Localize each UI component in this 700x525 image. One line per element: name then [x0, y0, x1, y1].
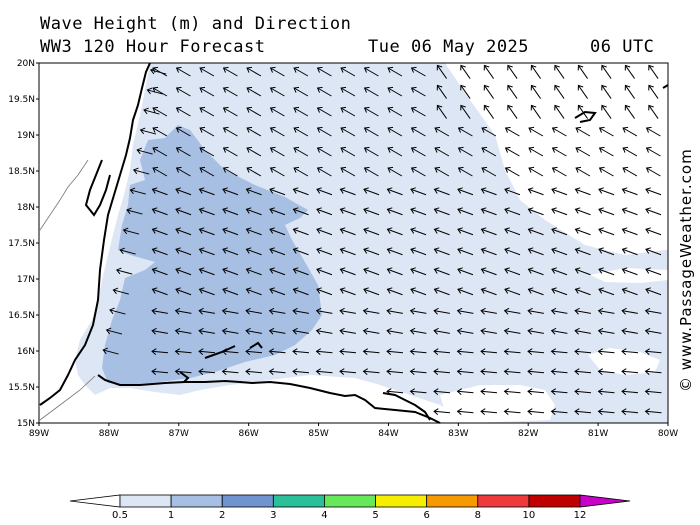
longitude-label: 84W: [378, 429, 398, 439]
colorbar-segment: [477, 494, 530, 508]
forecast-date: Tue 06 May 2025: [368, 37, 530, 57]
longitude-label: 82W: [518, 429, 538, 439]
longitude-labels: 89W 88W 87W 86W 85W 84W 83W 82W 81W 80W: [29, 429, 678, 439]
colorbar-label: 8: [475, 510, 481, 521]
latitude-label: 16N: [17, 347, 35, 357]
colorbar-label: 2: [219, 510, 225, 521]
colorbar-label: 6: [423, 510, 429, 521]
colorbar-segment: [170, 494, 223, 508]
latitude-label: 20N: [17, 59, 35, 69]
border-lines: [39, 159, 96, 421]
wave-zone-medium: [102, 125, 322, 385]
calm-sea-gap: [588, 348, 660, 375]
latitude-label: 19N: [17, 131, 35, 141]
colorbar-min-arrow: [69, 494, 121, 508]
colorbar-label: 4: [321, 510, 327, 521]
latitude-label: 17.5N: [8, 239, 35, 249]
colorbar-label: 10: [523, 510, 536, 521]
longitude-label: 81W: [588, 429, 608, 439]
colorbar-segment: [426, 494, 479, 508]
coastline: [39, 62, 441, 424]
latitude-label: 19.5N: [8, 95, 35, 105]
colorbar-segment: [528, 494, 581, 508]
latitude-label: 18.5N: [8, 167, 35, 177]
latitude-label: 17N: [17, 275, 35, 285]
longitude-label: 85W: [308, 429, 328, 439]
colorbar-label: 3: [270, 510, 276, 521]
longitude-label: 89W: [29, 429, 49, 439]
colorbar-max-arrow: [579, 494, 631, 508]
colorbar-segment: [375, 494, 428, 508]
colorbar-segment: [119, 494, 172, 508]
latitude-label: 18N: [17, 203, 35, 213]
colorbar-segment: [324, 494, 376, 508]
forecast-time: 06 UTC: [590, 37, 655, 57]
calm-sea-gap: [440, 385, 555, 423]
islands: [179, 84, 669, 383]
latitude-label: 16.5N: [8, 311, 35, 321]
colorbar-label: 5: [372, 510, 378, 521]
colorbar-label: 1: [168, 510, 174, 521]
longitude-label: 88W: [99, 429, 119, 439]
colorbar: 0.5 1 2 3 4 5 6 8 10 12: [69, 494, 631, 521]
longitude-label: 83W: [448, 429, 468, 439]
longitude-label: 87W: [169, 429, 189, 439]
forecast-model-label: WW3 120 Hour Forecast: [40, 37, 266, 57]
latitude-label: 15.5N: [8, 383, 35, 393]
longitude-label: 86W: [238, 429, 258, 439]
copyright-text: © www.PassageWeather.com: [677, 148, 695, 392]
latitude-labels: 20N 19.5N 19N 18.5N 18N 17.5N 17N 16.5N 16N 15.5N…: [8, 59, 35, 429]
colorbar-segment: [272, 494, 325, 508]
latitude-label: 15N: [17, 419, 35, 429]
colorbar-segment: [221, 494, 274, 508]
map-title: Wave Height (m) and Direction: [40, 14, 352, 34]
longitude-label: 80W: [658, 429, 678, 439]
colorbar-label: 12: [574, 510, 587, 521]
calm-sea-gap: [590, 268, 668, 283]
axis-ticks: [36, 62, 669, 426]
colorbar-label: 0.5: [112, 510, 128, 521]
